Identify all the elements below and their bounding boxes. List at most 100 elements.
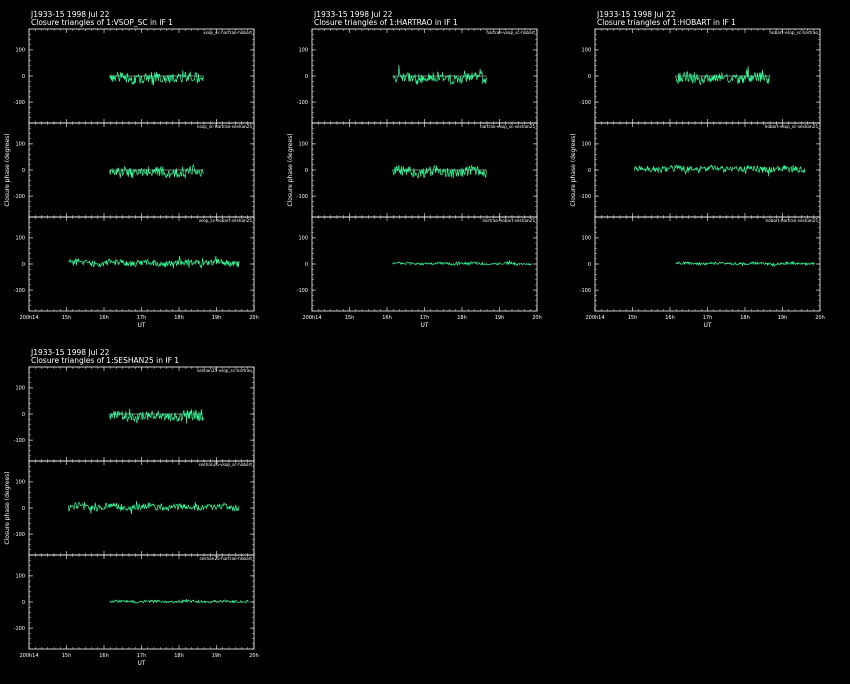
x-axis-label: UT (420, 322, 428, 329)
closure-phase-series (392, 65, 487, 86)
panel-3: 100 0 -100 hartrao-hobart-seshan25 (297, 216, 538, 312)
x-tick-label: 18h (457, 315, 467, 321)
triangle-label: hobart-hartrao-seshan25 (766, 218, 819, 223)
chart-title: J1933-15 1998 Jul 22 (30, 10, 110, 19)
x-axis-label: UT (137, 322, 145, 329)
chart-title: J1933-15 1998 Jul 22 (313, 10, 393, 19)
y-tick-label: -100 (14, 532, 25, 538)
closure-phase-series (109, 163, 204, 179)
y-tick-label: -100 (14, 194, 25, 200)
triangle-label: vsop_sc-hartrao-hobart (203, 30, 252, 35)
y-tick-label: 100 (298, 142, 308, 148)
x-tick-label: 15h (62, 653, 72, 659)
y-axis-label: Closure phase (degrees) (570, 133, 577, 206)
y-tick-label: 100 (15, 142, 25, 148)
triangle-label: vsop_sc-hobart-seshan25 (199, 218, 253, 223)
x-tick-label: 16h (99, 653, 109, 659)
y-tick-label: 0 (305, 168, 308, 174)
panel-frame (594, 122, 821, 218)
x-tick-label: 15h (345, 315, 355, 321)
x-tick-label: 20h (249, 653, 259, 659)
y-tick-label: -100 (580, 194, 591, 200)
triangle-label: seshan25-vsop_sc-hartrao (197, 368, 252, 373)
panel-2: 100 0 -100 seshan25-vsop_sc-hobart (14, 460, 255, 556)
x-tick-label: 19h (212, 315, 222, 321)
panel-3: 100 0 -100 hobart-hartrao-seshan25 (580, 216, 821, 312)
y-tick-label: -100 (14, 288, 25, 294)
x-tick-label: 16h (382, 315, 392, 321)
triangle-label: seshan25-hartrao-hobart (200, 556, 253, 561)
panel-2: 100 0 -100 hobart-vsop_sc-seshan25 (580, 122, 821, 218)
y-tick-label: 100 (15, 480, 25, 486)
closure-phase-series (109, 408, 204, 424)
y-tick-label: 100 (581, 48, 591, 54)
x-tick-label: 15h (628, 315, 638, 321)
x-tick-label: 200h14 (585, 315, 604, 321)
panel-2: 100 0 -100 hartrao-vsop_sc-seshan25 (297, 122, 538, 218)
x-tick-label: 16h (665, 315, 675, 321)
x-tick-label: 17h (420, 315, 430, 321)
x-axis-label: UT (703, 322, 711, 329)
x-tick-label: 20h (532, 315, 542, 321)
panel-3: 100 0 -100 seshan25-hartrao-hobart (14, 554, 255, 650)
y-tick-label: -100 (297, 100, 308, 106)
y-tick-label: -100 (580, 288, 591, 294)
y-tick-label: 0 (588, 168, 591, 174)
closure-phase-series (68, 500, 240, 514)
y-tick-label: 0 (22, 168, 25, 174)
triangle-label: hartrao-vsop_sc-hobart (486, 30, 535, 35)
y-tick-label: 100 (581, 142, 591, 148)
y-axis-label: Closure phase (degrees) (4, 471, 11, 544)
panel-frame (594, 216, 821, 312)
y-tick-label: -100 (14, 438, 25, 444)
closure-phase-series (392, 259, 532, 267)
chart-title: J1933-15 1998 Jul 22 (596, 10, 676, 19)
x-tick-label: 18h (740, 315, 750, 321)
y-tick-label: 100 (298, 48, 308, 54)
triangle-label: hobart-vsop_sc-seshan25 (765, 124, 819, 129)
y-axis-label: Closure phase (degrees) (287, 133, 294, 206)
x-tick-label: 18h (174, 315, 184, 321)
y-axis-label: Closure phase (degrees) (4, 133, 11, 206)
closure-phase-series (109, 598, 249, 604)
panel-1: 100 0 -100 vsop_sc-hartrao-hobart (14, 28, 255, 124)
x-tick-label: 19h (778, 315, 788, 321)
x-tick-label: 20h (249, 315, 259, 321)
y-tick-label: 0 (22, 506, 25, 512)
chart-subtitle: Closure triangles of 1:VSOP_SC in IF 1 (31, 18, 173, 27)
x-tick-label: 20h (815, 315, 825, 321)
triangle-label: hartrao-vsop_sc-seshan25 (480, 124, 535, 129)
chart-subtitle: Closure triangles of 1:HOBART in IF 1 (597, 18, 736, 27)
x-tick-label: 200h14 (19, 653, 38, 659)
panel-frame (28, 554, 255, 650)
y-tick-label: -100 (14, 100, 25, 106)
closure-phase-series (634, 164, 806, 177)
x-tick-label: 17h (137, 315, 147, 321)
y-tick-label: 100 (15, 574, 25, 580)
y-tick-label: 0 (588, 262, 591, 268)
y-tick-label: -100 (580, 100, 591, 106)
triangle-label: vsop_sc-hartrao-seshan25 (197, 124, 252, 129)
x-tick-label: 200h14 (19, 315, 38, 321)
y-tick-label: 0 (22, 412, 25, 418)
triangle-label: hartrao-hobart-seshan25 (483, 218, 536, 223)
panel-1: 100 0 -100 hobart-vsop_sc-hartrao (580, 28, 821, 124)
y-tick-label: 0 (588, 74, 591, 80)
x-tick-label: 200h14 (302, 315, 321, 321)
y-tick-label: 100 (15, 386, 25, 392)
y-tick-label: 0 (22, 600, 25, 606)
chart-title: J1933-15 1998 Jul 22 (30, 348, 110, 357)
y-tick-label: 0 (22, 74, 25, 80)
y-tick-label: -100 (14, 626, 25, 632)
closure-phase-series (392, 164, 487, 179)
y-tick-label: 100 (15, 48, 25, 54)
x-tick-label: 17h (137, 653, 147, 659)
x-axis-label: UT (137, 660, 145, 667)
closure-phase-series (68, 256, 240, 269)
y-tick-label: 100 (298, 236, 308, 242)
y-tick-label: 0 (305, 74, 308, 80)
